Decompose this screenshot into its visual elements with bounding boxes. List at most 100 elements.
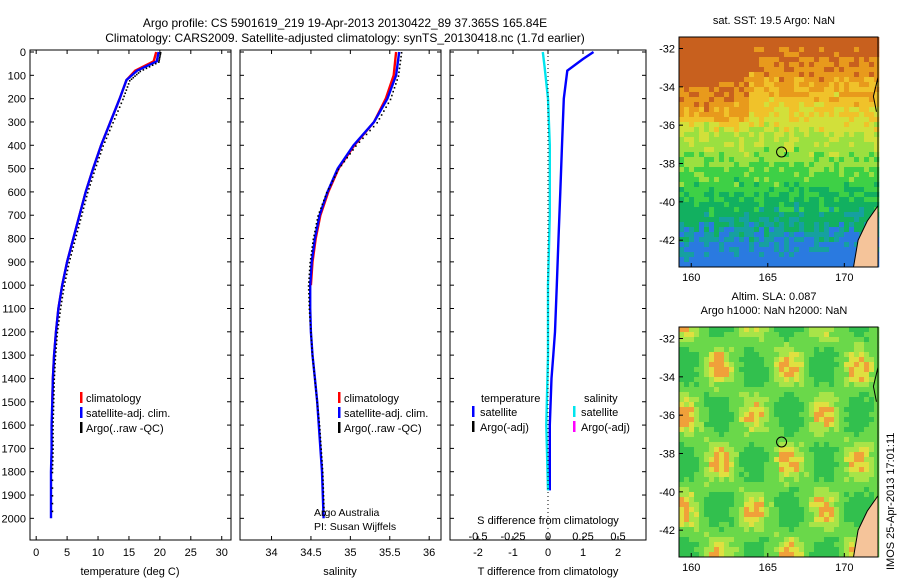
map-cell (779, 162, 785, 168)
series-line (309, 51, 401, 519)
map-cell (819, 132, 825, 138)
map-cell (859, 457, 865, 463)
map-cell (824, 517, 830, 523)
map-cell (734, 152, 740, 158)
map-cell (819, 457, 825, 463)
map-cell (864, 217, 870, 223)
map-cell (714, 252, 720, 258)
map-cell (849, 352, 855, 358)
map-cell (709, 37, 715, 43)
map-cell (854, 357, 860, 363)
map-cell (819, 72, 825, 78)
map-cell (779, 122, 785, 128)
map-cell (684, 47, 690, 53)
map-cell (809, 372, 815, 378)
map-cell (794, 67, 800, 73)
map-cell (744, 252, 750, 258)
map-cell (684, 532, 690, 538)
map-cell (809, 207, 815, 213)
map-cell (824, 127, 830, 133)
map-cell (684, 167, 690, 173)
map-cell (684, 237, 690, 243)
map-cell (754, 342, 760, 348)
map-cell (749, 392, 755, 398)
map-cell (699, 412, 705, 418)
map-cell (814, 397, 820, 403)
map-cell (689, 377, 695, 383)
map-cell (799, 127, 805, 133)
map-cell (729, 407, 735, 413)
map-cell (814, 452, 820, 458)
map-cell (684, 407, 690, 413)
map-cell (829, 72, 835, 78)
map-cell (829, 37, 835, 43)
map-cell (714, 507, 720, 513)
map-cell (849, 132, 855, 138)
map-cell (864, 207, 870, 213)
x-tick-label: 34 (265, 547, 277, 559)
map-cell (834, 477, 840, 483)
argo-point (130, 78, 133, 81)
map-cell (804, 152, 810, 158)
map-cell (809, 162, 815, 168)
map-cell (694, 152, 700, 158)
map-cell (849, 392, 855, 398)
map-cell (814, 107, 820, 113)
map-cell (844, 362, 850, 368)
map-cell (814, 547, 820, 553)
map-cell (819, 207, 825, 213)
map-cell (874, 127, 880, 133)
map-cell (864, 167, 870, 173)
map-cell (809, 237, 815, 243)
map-cell (819, 252, 825, 258)
map-cell (779, 147, 785, 153)
map-cell (694, 197, 700, 203)
map-cell (734, 207, 740, 213)
map-cell (849, 37, 855, 43)
map-cell (734, 252, 740, 258)
map-cell (744, 127, 750, 133)
map-cell (759, 497, 765, 503)
map-cell (759, 127, 765, 133)
map-cell (789, 472, 795, 478)
map-cell (824, 467, 830, 473)
map-cell (834, 207, 840, 213)
map-cell (754, 167, 760, 173)
map-cell (829, 467, 835, 473)
map-cell (684, 507, 690, 513)
map-cell (699, 67, 705, 73)
map-cell (864, 482, 870, 488)
map-cell (779, 412, 785, 418)
map-cell (829, 382, 835, 388)
argo-point (127, 83, 130, 85)
argo-point (307, 285, 310, 287)
map-cell (719, 82, 725, 88)
map-cell (799, 82, 805, 88)
map-cell (684, 332, 690, 338)
argo-point (90, 180, 93, 182)
map-cell (824, 77, 830, 83)
argo-point (52, 401, 55, 404)
map-cell (794, 352, 800, 358)
map-cell (699, 492, 705, 498)
map-cell (734, 552, 740, 558)
map-cell (749, 232, 755, 238)
map-cell (869, 432, 875, 438)
map-cell (769, 407, 775, 413)
map-cell (829, 532, 835, 538)
map-cell (809, 172, 815, 178)
map-cell (789, 87, 795, 93)
map-cell (834, 532, 840, 538)
map-cell (799, 222, 805, 228)
map-cell (774, 242, 780, 248)
map-cell (729, 397, 735, 403)
map-cell (799, 152, 805, 158)
map-cell (789, 247, 795, 253)
argo-point (53, 393, 55, 396)
map-cell (709, 437, 715, 443)
map-cell (724, 327, 730, 333)
map-cell (844, 177, 850, 183)
argo-point (322, 479, 324, 482)
map-cell (714, 212, 720, 218)
map-cell (774, 117, 780, 123)
